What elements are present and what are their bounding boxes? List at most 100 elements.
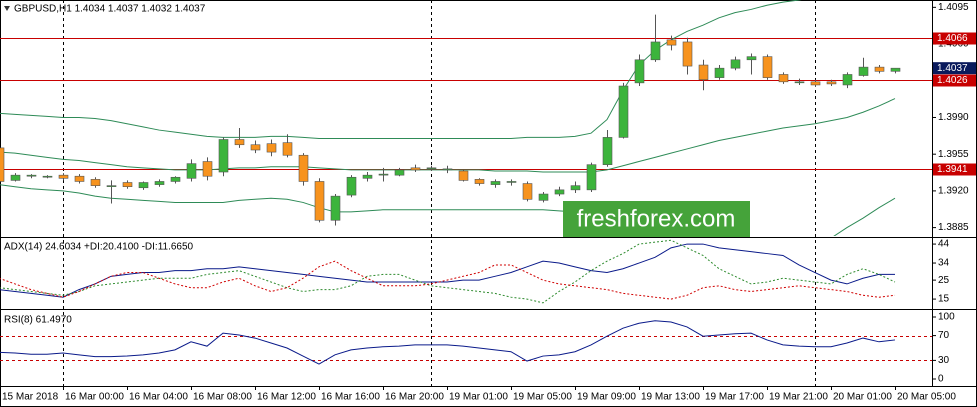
x-tick-label: 20 Mar 01:00 bbox=[833, 392, 892, 403]
y-tick-label: 1.3990 bbox=[938, 112, 969, 123]
x-tick-label: 20 Mar 05:00 bbox=[897, 392, 956, 403]
x-tick-label: 16 Mar 00:00 bbox=[65, 392, 124, 403]
x-tick-label: 16 Mar 20:00 bbox=[385, 392, 444, 403]
candle-body bbox=[778, 74, 789, 83]
candle-body bbox=[522, 183, 533, 200]
candle-body bbox=[218, 139, 229, 173]
panel-title: ADX(14) 24.6034 +DI:20.4100 -DI:11.6650 bbox=[4, 242, 194, 253]
candle-body bbox=[26, 174, 37, 177]
y-tick-label: 1.3885 bbox=[938, 222, 969, 233]
bollinger-band bbox=[0, 184, 896, 236]
candle-body bbox=[58, 174, 69, 179]
candle-body bbox=[170, 176, 181, 182]
y-tick-label: 25 bbox=[938, 275, 950, 286]
indicator-line bbox=[0, 243, 895, 298]
candle-body bbox=[874, 66, 885, 72]
candle-body bbox=[602, 137, 613, 165]
x-tick-label: 19 Mar 21:00 bbox=[769, 392, 828, 403]
candle-body bbox=[554, 189, 565, 195]
candle-body bbox=[314, 181, 325, 221]
x-tick-label: 19 Mar 01:00 bbox=[449, 392, 508, 403]
candle-body bbox=[410, 167, 421, 171]
rsi-panel bbox=[0, 320, 932, 365]
x-tick-label: 16 Mar 08:00 bbox=[193, 392, 252, 403]
level-label-box bbox=[933, 163, 976, 176]
candle-body bbox=[506, 181, 517, 183]
candle-body bbox=[90, 179, 101, 186]
candle-body bbox=[426, 167, 437, 170]
day-separators bbox=[63, 0, 816, 386]
x-tick-label: 16 Mar 16:00 bbox=[321, 392, 380, 403]
candle-body bbox=[682, 41, 693, 67]
candle-body bbox=[106, 185, 117, 187]
candle-body bbox=[282, 142, 293, 156]
x-tick-label: 19 Mar 17:00 bbox=[705, 392, 764, 403]
candle-body bbox=[618, 85, 629, 138]
y-tick-label: 15 bbox=[938, 294, 950, 305]
adx-panel bbox=[0, 239, 896, 304]
panel-title: RSI(8) 61.4970 bbox=[4, 315, 72, 326]
candle-body bbox=[538, 193, 549, 201]
x-tick-label: 15 Mar 2018 bbox=[2, 392, 59, 403]
y-tick-label: 30 bbox=[938, 355, 950, 366]
candle-body bbox=[570, 185, 581, 191]
candle-body bbox=[362, 174, 373, 179]
candle-body bbox=[890, 67, 901, 72]
candle-body bbox=[474, 179, 485, 184]
y-tick-label: 44 bbox=[938, 239, 950, 250]
candle-body bbox=[234, 139, 245, 146]
panel-title: GBPUSD,H1 1.4034 1.4037 1.4032 1.4037 bbox=[14, 4, 206, 15]
candle-body bbox=[858, 66, 869, 76]
candle-body bbox=[122, 182, 133, 188]
candle-body bbox=[650, 41, 661, 61]
candle-body bbox=[42, 175, 53, 178]
level-label-box bbox=[933, 74, 976, 87]
y-tick-label: 0 bbox=[938, 374, 944, 385]
candle-body bbox=[586, 164, 597, 191]
candle-body bbox=[666, 39, 677, 46]
candle-body bbox=[74, 175, 85, 182]
panel-borders bbox=[0, 0, 977, 387]
candle-body bbox=[10, 174, 21, 181]
x-tick-label: 16 Mar 04:00 bbox=[129, 392, 188, 403]
y-tick-label: 1.4095 bbox=[938, 2, 969, 13]
candle-body bbox=[746, 56, 757, 61]
candle-body bbox=[714, 67, 725, 78]
candle-body bbox=[186, 163, 197, 179]
level-label: 1.3941 bbox=[937, 164, 968, 175]
candle-body bbox=[202, 161, 213, 177]
candle-body bbox=[138, 182, 149, 189]
candle-body bbox=[698, 64, 709, 81]
candle-body bbox=[154, 181, 165, 185]
candle-body bbox=[490, 181, 501, 185]
candle-body bbox=[842, 74, 853, 86]
level-label: 1.4026 bbox=[937, 75, 968, 86]
x-tick-label: 19 Mar 09:00 bbox=[577, 392, 636, 403]
candle-body bbox=[0, 147, 5, 182]
level-label-box bbox=[933, 32, 976, 45]
y-tick-label: 34 bbox=[938, 258, 950, 269]
candle-body bbox=[810, 81, 821, 86]
candle-body bbox=[298, 154, 309, 182]
candle-body bbox=[794, 81, 805, 84]
candle-body bbox=[442, 168, 453, 171]
candle-body bbox=[458, 170, 469, 181]
candle-body bbox=[762, 56, 773, 78]
x-tick-label: 19 Mar 05:00 bbox=[513, 392, 572, 403]
watermark: freshforex.com bbox=[577, 205, 736, 232]
candle-body bbox=[394, 169, 405, 176]
price-panel bbox=[0, 0, 932, 236]
candle-body bbox=[730, 59, 741, 69]
candle-body bbox=[330, 195, 341, 221]
indicator-line bbox=[0, 320, 896, 365]
candle-body bbox=[634, 59, 645, 84]
y-tick-label: 1.3955 bbox=[938, 149, 969, 160]
x-tick-label: 16 Mar 12:00 bbox=[257, 392, 316, 403]
current-price-label: 1.4037 bbox=[937, 63, 968, 74]
x-tick-label: 19 Mar 13:00 bbox=[641, 392, 700, 403]
y-tick-label: 100 bbox=[938, 312, 955, 323]
symbol-icon bbox=[4, 6, 10, 11]
candle-body bbox=[346, 176, 357, 196]
